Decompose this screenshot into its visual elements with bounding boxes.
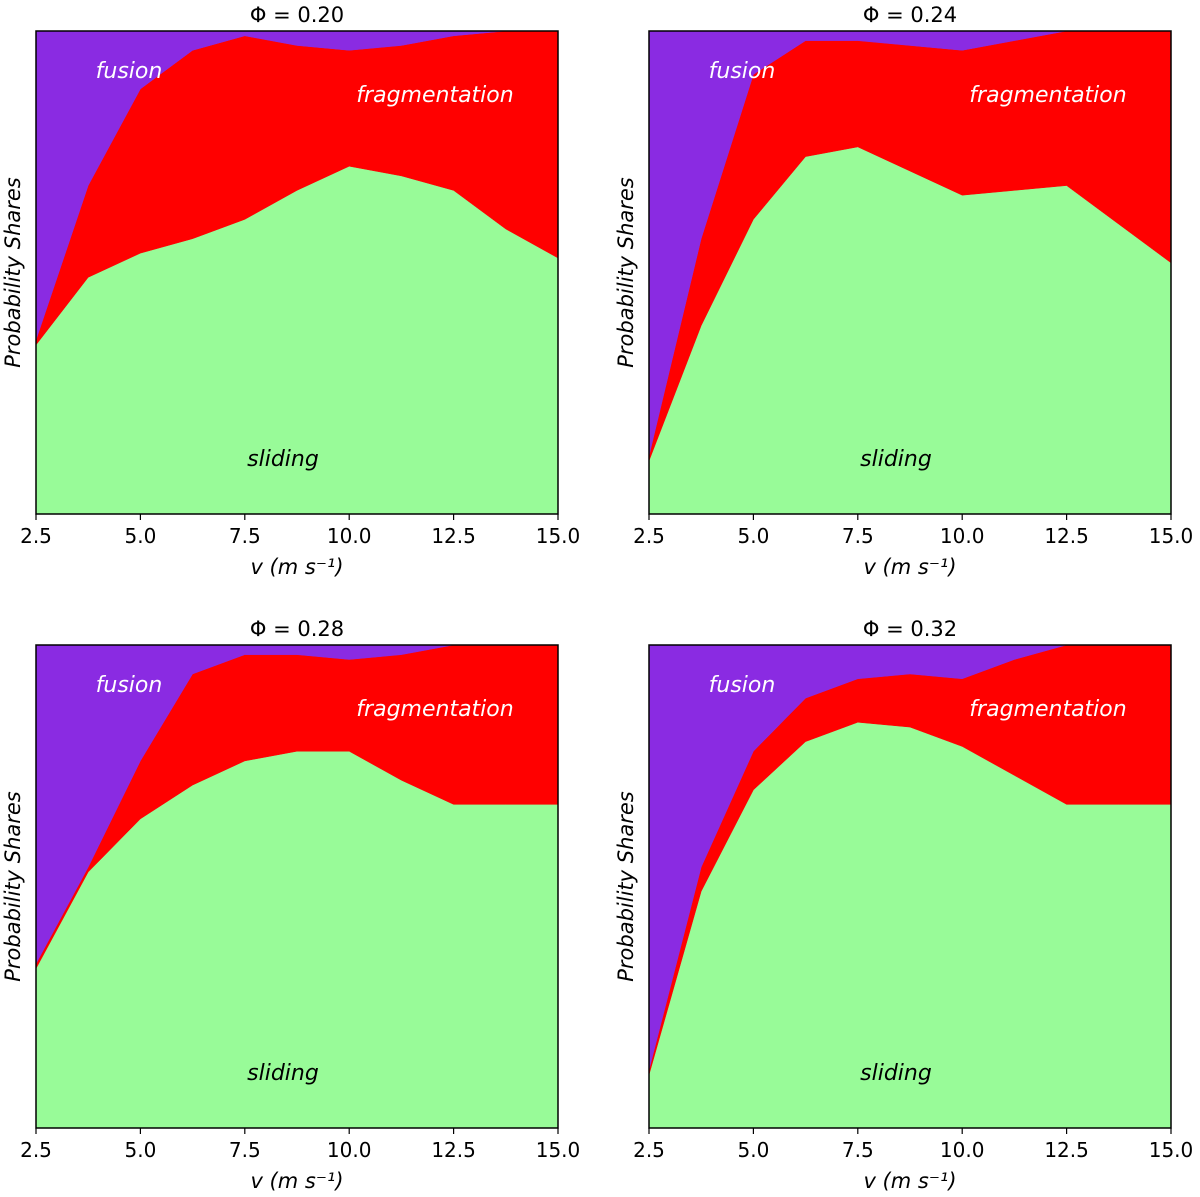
x-axis-label: v (m s⁻¹) — [863, 555, 956, 579]
region-label-fragmentation: fragmentation — [969, 697, 1126, 722]
x-tick-label: 15.0 — [1149, 1138, 1194, 1162]
region-label-fusion: fusion — [96, 673, 163, 698]
chart-panel-4: Φ = 0.32 2.5 5.0 7.5 10.0 12.5 15.0 v (m s⁻¹) Pr… — [614, 617, 1193, 1193]
axes-frame — [35, 30, 559, 515]
x-tick-label: 2.5 — [20, 524, 52, 548]
region-label-fusion: fusion — [709, 59, 776, 84]
x-tick-label: 2.5 — [20, 1138, 52, 1162]
region-label-sliding: sliding — [247, 447, 319, 472]
chart-title: Φ = 0.24 — [863, 3, 957, 27]
x-axis-label: v (m s⁻¹) — [250, 555, 343, 579]
x-tick-label: 10.0 — [940, 1138, 985, 1162]
x-tick-label: 5.0 — [124, 1138, 156, 1162]
x-tick-label: 12.5 — [1044, 524, 1089, 548]
chart-title: Φ = 0.32 — [863, 617, 957, 641]
x-tick-label: 10.0 — [327, 524, 372, 548]
x-tick-label: 2.5 — [633, 1138, 665, 1162]
x-tick-label: 5.0 — [737, 524, 769, 548]
x-tick-label: 12.5 — [1044, 1138, 1089, 1162]
x-axis-label: v (m s⁻¹) — [863, 1169, 956, 1193]
chart-title: Φ = 0.20 — [250, 3, 344, 27]
region-label-sliding: sliding — [860, 447, 932, 472]
x-tick-label: 7.5 — [842, 1138, 874, 1162]
axes-frame — [35, 644, 559, 1129]
x-tick-label: 7.5 — [229, 1138, 261, 1162]
region-label-fusion: fusion — [709, 673, 776, 698]
x-tick-label: 7.5 — [842, 524, 874, 548]
y-axis-label: Probability Shares — [1, 177, 25, 368]
chart-title: Φ = 0.28 — [250, 617, 344, 641]
x-tick-label: 5.0 — [124, 524, 156, 548]
y-axis-label: Probability Shares — [1, 791, 25, 982]
x-tick-label: 15.0 — [536, 524, 581, 548]
y-axis-label: Probability Shares — [614, 177, 638, 368]
region-label-fusion: fusion — [96, 59, 163, 84]
x-tick-label: 5.0 — [737, 1138, 769, 1162]
x-tick-label: 10.0 — [940, 524, 985, 548]
x-tick-label: 10.0 — [327, 1138, 372, 1162]
region-label-fragmentation: fragmentation — [356, 697, 513, 722]
axes-frame — [648, 30, 1172, 515]
x-tick-label: 12.5 — [431, 1138, 476, 1162]
region-label-sliding: sliding — [860, 1061, 932, 1086]
x-axis-label: v (m s⁻¹) — [250, 1169, 343, 1193]
chart-panel-3: Φ = 0.28 2.5 5.0 7.5 10.0 12.5 15.0 v (m s⁻¹) Pr… — [1, 617, 580, 1193]
region-label-fragmentation: fragmentation — [356, 83, 513, 108]
x-tick-label: 15.0 — [1149, 524, 1194, 548]
axes-frame — [648, 644, 1172, 1129]
region-label-sliding: sliding — [247, 1061, 319, 1086]
x-tick-label: 7.5 — [229, 524, 261, 548]
chart-panel-2: Φ = 0.24 2.5 5.0 7.5 10.0 12.5 15.0 v (m s⁻¹) Pr… — [614, 3, 1193, 579]
y-axis-label: Probability Shares — [614, 791, 638, 982]
x-tick-label: 15.0 — [536, 1138, 581, 1162]
x-tick-label: 2.5 — [633, 524, 665, 548]
x-tick-label: 12.5 — [431, 524, 476, 548]
region-label-fragmentation: fragmentation — [969, 83, 1126, 108]
chart-panel-1: Φ = 0.20 2.5 5.0 7.5 10.0 12.5 15.0 v (m s⁻¹) Pr… — [1, 3, 580, 579]
